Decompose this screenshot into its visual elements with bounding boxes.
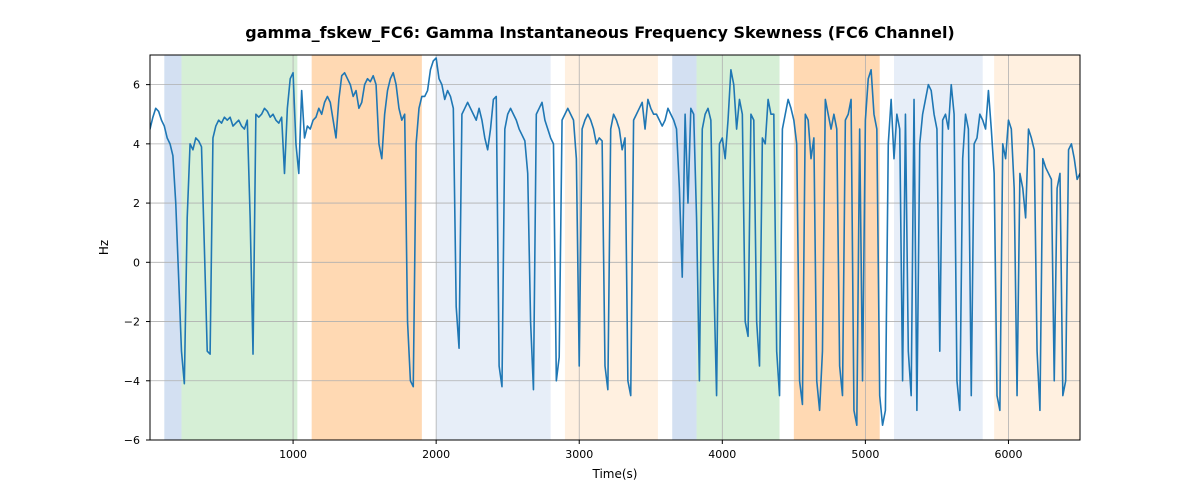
chart-figure: gamma_fskew_FC6: Gamma Instantaneous Fre… — [0, 0, 1200, 500]
y-tick-label: 2 — [133, 197, 140, 210]
y-tick-label: −6 — [124, 434, 140, 447]
chart-title: gamma_fskew_FC6: Gamma Instantaneous Fre… — [0, 23, 1200, 42]
region-band — [312, 55, 422, 440]
y-tick-label: −4 — [124, 375, 140, 388]
y-tick-label: 0 — [133, 256, 140, 269]
y-tick-label: 4 — [133, 138, 140, 151]
x-tick-label: 4000 — [708, 448, 736, 461]
x-tick-label: 1000 — [279, 448, 307, 461]
chart-svg: 1000 2000 3000 4000 5000 6000 −6 −4 −2 0 2 4 6 Time(s… — [0, 0, 1200, 500]
region-band — [164, 55, 181, 440]
x-tick-label: 6000 — [994, 448, 1022, 461]
y-tick-label: 6 — [133, 79, 140, 92]
region-band — [181, 55, 297, 440]
x-tick-label: 2000 — [422, 448, 450, 461]
x-axis-label: Time(s) — [592, 467, 638, 481]
y-tick-label: −2 — [124, 316, 140, 329]
x-tick-label: 3000 — [565, 448, 593, 461]
region-band — [794, 55, 880, 440]
y-axis-label: Hz — [97, 240, 111, 255]
x-tick-label: 5000 — [851, 448, 879, 461]
